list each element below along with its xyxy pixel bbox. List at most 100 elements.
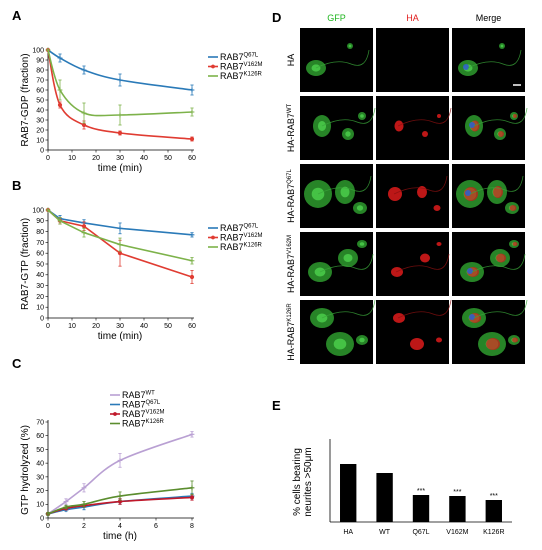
data-point [117, 77, 123, 83]
y-tick-label: 40 [36, 272, 44, 279]
ha-signal [493, 186, 503, 198]
legend-entry: RAB7WT [110, 390, 155, 400]
data-point [57, 87, 63, 93]
data-point [57, 55, 63, 61]
chart-gtp-fraction: 0 10 20 30 40 50 60 70 80 90 100 0 10 20 30 40 50 60 time … [20, 207, 263, 342]
micrograph-tile [376, 28, 449, 92]
column-header: HA [406, 13, 419, 23]
data-point [189, 136, 195, 142]
legend-label: RAB7WT [122, 390, 155, 400]
x-tick-label: WT [379, 529, 391, 536]
legend-label: RAB7Q67L [122, 400, 161, 410]
data-point [189, 109, 195, 115]
neurite [471, 253, 526, 273]
ha-signal [512, 337, 518, 343]
legend-entry: RAB7K126R [208, 242, 263, 252]
gfp-core [345, 131, 351, 137]
nucleus-signal [469, 122, 475, 128]
ha-signal [498, 131, 504, 137]
micrograph-tile [376, 164, 449, 228]
panel-label-e: E [272, 398, 281, 413]
ha-signal [388, 187, 402, 201]
y-tick-label: 20 [36, 127, 44, 134]
series-q67l [45, 47, 195, 96]
data-point [45, 511, 51, 517]
micrograph-tile [376, 300, 449, 364]
ha-signal [513, 114, 517, 118]
ha-signal [422, 131, 428, 137]
neurite [321, 299, 376, 319]
x-tick-label: 8 [190, 523, 194, 530]
x-tick-label: 30 [116, 155, 124, 162]
x-tick-label: 50 [164, 155, 172, 162]
ha-signal [393, 313, 405, 323]
x-axis-title: time (min) [98, 331, 142, 342]
series-k126r [45, 207, 195, 265]
y-tick-label: 10 [36, 502, 44, 509]
x-tick-label: 40 [140, 323, 148, 330]
legend-marker [113, 412, 117, 416]
panel-label-b: B [12, 178, 21, 193]
neurite [469, 175, 524, 195]
neurite [473, 107, 528, 127]
ha-signal [417, 186, 427, 198]
gfp-core [359, 337, 365, 343]
data-point [81, 501, 87, 507]
significance-marker: *** [453, 489, 461, 496]
data-point [81, 485, 87, 491]
x-tick-label: 10 [68, 155, 76, 162]
x-tick-label: Q67L [412, 529, 429, 536]
legend-label: RAB7Q67L [220, 223, 259, 233]
y-tick-label: 70 [36, 77, 44, 84]
legend-marker [211, 64, 215, 69]
ha-signal [436, 242, 442, 246]
data-point [189, 495, 195, 500]
nucleus-signal [463, 64, 469, 70]
neurite [393, 175, 448, 195]
neurite [321, 107, 376, 127]
x-tick-label: 20 [92, 155, 100, 162]
x-axis-title: time (h) [103, 531, 137, 542]
ha-signal [394, 120, 404, 132]
gfp-core [333, 338, 347, 350]
y-tick-label: 0 [40, 515, 44, 522]
neurite [467, 49, 522, 69]
legend-label: RAB7K126R [220, 242, 263, 252]
legend-entry: RAB7Q67L [208, 223, 259, 233]
y-tick-label: 60 [36, 251, 44, 258]
neurite [397, 299, 452, 319]
gfp-core [359, 242, 365, 246]
legend-label: RAB7V162M [220, 233, 263, 243]
data-point [63, 499, 69, 504]
ha-signal [512, 242, 518, 246]
legend-label: RAB7K126R [220, 71, 263, 81]
data-point [117, 251, 123, 256]
legend-entry: RAB7Q67L [110, 400, 161, 410]
y-axis-title: RAB7-GDP (fraction) [20, 53, 31, 146]
row-label: HA-RAB7V162M [286, 235, 296, 293]
data-point [57, 102, 63, 108]
chart-gdp-fraction: 0 10 20 30 40 50 60 70 80 90 100 0 10 20 30 40 50 60 time … [20, 47, 263, 174]
bar [412, 495, 430, 522]
y-tick-label: 40 [36, 107, 44, 114]
y-tick-label: 70 [36, 240, 44, 247]
ha-signal [437, 114, 441, 118]
x-tick-label: 4 [118, 523, 122, 530]
y-tick-label: 10 [36, 305, 44, 312]
legend-label: RAB7K126R [122, 419, 165, 429]
column-header: Merge [476, 13, 502, 23]
series-wt [45, 431, 195, 517]
bar [449, 496, 466, 522]
legend-marker [211, 235, 215, 240]
series-k126r [45, 47, 195, 126]
x-tick-label: 30 [116, 323, 124, 330]
gfp-core [348, 44, 352, 48]
ha-signal [433, 205, 441, 211]
legend-entry: RAB7K126R [208, 71, 263, 81]
x-tick-label: 0 [46, 323, 50, 330]
ha-signal [420, 253, 430, 263]
bar [340, 464, 357, 522]
data-point [57, 218, 63, 224]
row-label: HA [286, 54, 296, 67]
